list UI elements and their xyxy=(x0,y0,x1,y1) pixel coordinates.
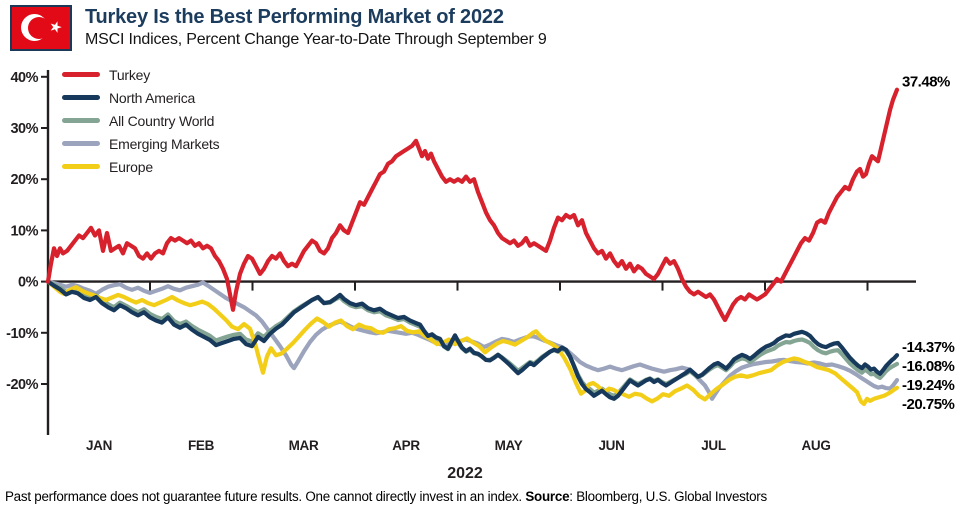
y-axis-tick-label: 30% xyxy=(10,121,38,137)
series-end-label-emerging-markets: -19.24% xyxy=(902,377,955,394)
x-axis-month-label: JAN xyxy=(86,438,112,453)
y-axis-tick-label: -10% xyxy=(6,326,38,342)
source-text: : Bloomberg, U.S. Global Investors xyxy=(569,489,767,504)
series-end-label-turkey: 37.48% xyxy=(902,74,950,91)
chart-legend: Turkey North America All Country World Emer… xyxy=(62,63,220,178)
disclaimer-text: Past performance does not guarantee futu… xyxy=(5,489,526,504)
y-axis-tick-label: -20% xyxy=(6,377,38,393)
flag-star-icon: ★ xyxy=(46,17,65,38)
y-axis-tick-label: 0% xyxy=(18,275,39,291)
legend-item-emerging-markets: Emerging Markets xyxy=(62,132,220,155)
series-line-emerging-markets xyxy=(45,279,900,401)
y-axis-tick-label: 40% xyxy=(10,70,38,86)
page-subtitle: MSCI Indices, Percent Change Year-to-Dat… xyxy=(85,31,547,48)
line-chart: 40% 30% 20% 10% 0% -10% -20% JAN FEB MAR APR MAY JUN… xyxy=(0,58,960,488)
y-axis-tick-label: 20% xyxy=(10,172,38,188)
series-end-label-all-country-world: -16.08% xyxy=(902,358,955,375)
chart-canvas: 40% 30% 20% 10% 0% -10% -20% JAN FEB MAR APR MAY JUN… xyxy=(6,70,955,482)
legend-item-north-america: North America xyxy=(62,86,219,109)
legend-label-emerging-markets: Emerging Markets xyxy=(109,135,220,152)
legend-swatch-emerging-markets xyxy=(62,141,100,146)
x-axis-month-label: JUL xyxy=(701,438,726,453)
legend-swatch-turkey xyxy=(62,72,100,77)
x-axis-month-label: FEB xyxy=(188,438,215,453)
series-line-europe xyxy=(45,279,900,407)
series-end-label-europe: -20.75% xyxy=(902,396,955,413)
legend-label-north-america: North America xyxy=(109,89,196,106)
legend-item-all-country-world: All Country World xyxy=(62,109,219,132)
flag-crescent-icon xyxy=(21,14,50,41)
page-title: Turkey Is the Best Performing Market of … xyxy=(85,6,504,28)
series-line-north-america xyxy=(45,279,900,401)
footer-disclaimer: Past performance does not guarantee futu… xyxy=(5,489,957,504)
legend-swatch-north-america xyxy=(62,95,100,100)
x-axis-month-label: JUN xyxy=(598,438,624,453)
x-axis-month-label: MAR xyxy=(289,438,319,453)
series-line-turkey xyxy=(45,87,900,323)
legend-swatch-all-country-world xyxy=(62,118,100,123)
x-axis-year-label: 2022 xyxy=(447,465,483,482)
x-axis-month-label: AUG xyxy=(801,438,830,453)
legend-item-europe: Europe xyxy=(62,155,219,178)
x-axis-month-label: APR xyxy=(392,438,420,453)
x-axis-month-label: MAY xyxy=(495,438,523,453)
turkey-flag-icon: ★ xyxy=(10,5,72,51)
legend-swatch-europe xyxy=(62,164,100,169)
y-axis-tick-label: 10% xyxy=(10,223,38,239)
legend-item-turkey: Turkey xyxy=(62,63,219,86)
legend-label-europe: Europe xyxy=(109,158,153,175)
series-end-label-north-america: -14.37% xyxy=(902,339,955,356)
source-label: Source xyxy=(525,489,570,504)
legend-label-turkey: Turkey xyxy=(109,66,151,83)
legend-label-all-country-world: All Country World xyxy=(109,112,215,129)
